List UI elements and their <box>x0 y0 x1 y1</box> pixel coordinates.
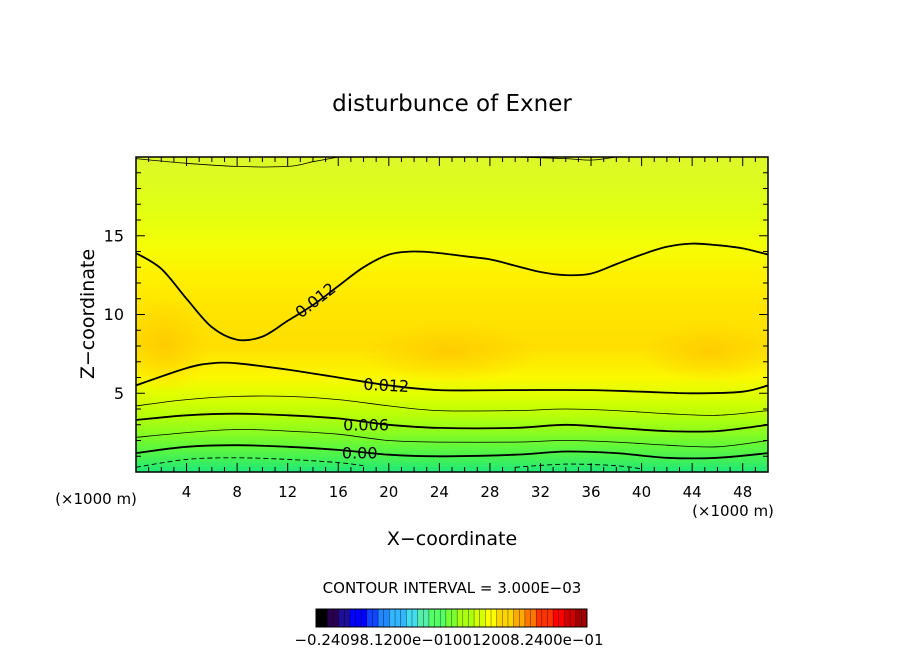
x-tick-label: 8 <box>232 483 242 501</box>
colorbar-swatch <box>406 609 413 627</box>
colorbar-swatch <box>564 609 571 627</box>
x-tick-label: 36 <box>581 483 600 501</box>
colorbar-swatch <box>321 609 328 627</box>
colorbar-swatch <box>378 609 385 627</box>
colorbar-swatch <box>355 609 362 627</box>
colorbar-frame <box>315 608 588 628</box>
colorbar-swatch <box>451 609 458 627</box>
colorbar-swatch <box>536 609 543 627</box>
colorbar-swatch <box>558 609 565 627</box>
colorbar-swatch <box>316 609 323 627</box>
y-tick-label: 5 <box>114 384 124 403</box>
colorbar-swatch <box>570 609 577 627</box>
colorbar-swatch <box>411 609 419 627</box>
colorbar-swatch <box>474 609 481 627</box>
x-tick-labels: 4 8 12 16 20 24 28 32 36 40 44 48 <box>182 483 752 501</box>
colorbar-swatch <box>524 609 532 627</box>
field-max-blob <box>360 322 540 382</box>
colorbar-swatch <box>423 609 430 627</box>
colorbar-swatch <box>445 609 452 627</box>
colorbar-swatch <box>457 609 464 627</box>
contour-line <box>136 412 768 433</box>
contour-lines <box>136 157 768 470</box>
colorbar-swatch <box>553 609 560 627</box>
y-tick-label: 10 <box>104 305 124 324</box>
x-tick-label: 32 <box>531 483 550 501</box>
colorbar-swatch <box>530 609 537 627</box>
colorbar-swatch <box>428 609 436 627</box>
colorbar-swatch <box>332 609 340 627</box>
colorbar-swatch <box>344 609 351 627</box>
x-unit-label-right: (×1000 m) <box>692 502 774 520</box>
x-tick-label: 24 <box>430 483 449 501</box>
x-tick-label: 16 <box>329 483 348 501</box>
x-tick-label: 12 <box>278 483 297 501</box>
colorbar-swatch <box>395 609 402 627</box>
colorbar-swatch <box>383 609 390 627</box>
colorbar-swatch <box>417 609 424 627</box>
chart-title: disturbunce of Exner <box>332 91 572 117</box>
contour-label: 0.012 <box>363 375 410 396</box>
x-tick-label: 48 <box>733 483 752 501</box>
colorbar-swatch <box>468 609 475 627</box>
colorbar-swatch <box>575 609 582 627</box>
contour-line <box>136 444 768 460</box>
contour-interval-text: CONTOUR INTERVAL = 3.000E−03 <box>323 579 582 597</box>
x-tick-label: 28 <box>480 483 499 501</box>
colorbar-swatch <box>434 609 441 627</box>
x-unit-label: (×1000 m) <box>55 490 137 508</box>
colorbar-swatch <box>462 609 469 627</box>
colorbar-swatch <box>502 609 509 627</box>
contour-label: 0.006 <box>343 415 389 434</box>
colorbar-swatch <box>496 609 503 627</box>
contour-line <box>136 157 339 168</box>
colorbar-labels: −0.24098.1200e−010012008.2400e−01 <box>294 631 603 649</box>
contour-line <box>136 242 768 342</box>
colorbar-swatch <box>361 609 368 627</box>
axis-ticks <box>136 157 768 472</box>
colorbar-swatch <box>479 609 486 627</box>
colorbar-swatch <box>440 609 447 627</box>
colorbar-swatch <box>338 609 345 627</box>
colorbar-swatch <box>513 609 520 627</box>
colorbar-swatch <box>349 609 357 627</box>
colorbar-swatch <box>547 609 554 627</box>
contour-line <box>136 429 768 448</box>
colorbar-swatch <box>400 609 407 627</box>
colorbar-swatch <box>327 609 334 627</box>
field-max-blob <box>640 322 768 382</box>
contour-line <box>136 395 768 416</box>
colorbar-swatch <box>366 609 373 627</box>
contour-label: 0.00 <box>342 444 378 463</box>
colorbar-swatch <box>372 609 379 627</box>
colorbar-swatch <box>491 609 498 627</box>
colorbar <box>315 609 588 627</box>
colorbar-swatch <box>519 609 526 627</box>
contour-line <box>136 361 768 395</box>
field-max-blob <box>136 297 210 393</box>
y-tick-label: 15 <box>104 226 124 245</box>
x-tick-label: 20 <box>379 483 398 501</box>
x-tick-label: 40 <box>632 483 651 501</box>
y-axis-title: Z−coordinate <box>77 249 99 379</box>
field-background <box>136 157 768 472</box>
colorbar-swatch <box>581 609 588 627</box>
x-axis-title: X−coordinate <box>387 528 517 550</box>
y-tick-labels: 5 10 15 <box>104 226 124 403</box>
colorbar-swatch <box>485 609 492 627</box>
colorbar-swatch <box>541 609 548 627</box>
colorbar-swatch <box>507 609 515 627</box>
x-tick-label: 44 <box>683 483 702 501</box>
colorbar-swatch <box>389 609 396 627</box>
x-tick-label: 4 <box>182 483 192 501</box>
